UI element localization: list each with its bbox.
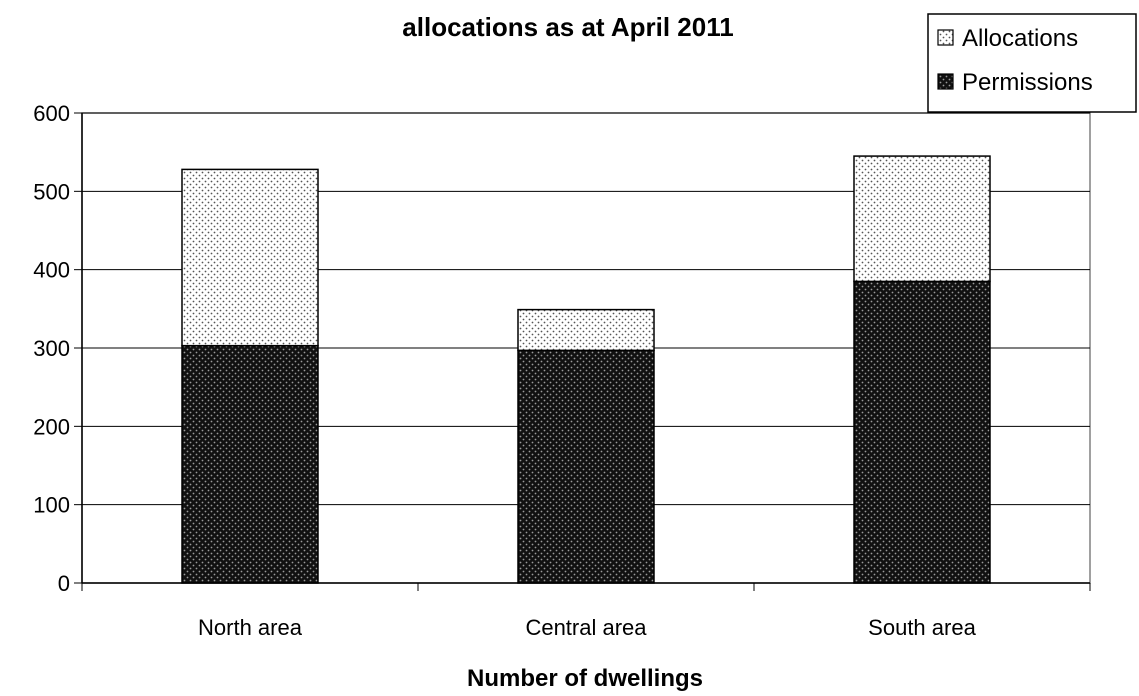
bar-allocations-1: [181, 168, 319, 347]
x-tick-label: South area: [868, 615, 976, 640]
legend-swatch-permissions: [937, 73, 954, 90]
bar-permissions-1: [181, 344, 319, 584]
y-tick-label: 200: [33, 414, 70, 439]
legend-label-permissions: Permissions: [962, 69, 1093, 96]
chart-title: allocations as at April 2011: [402, 12, 733, 42]
legend-swatch-allocations: [937, 29, 954, 46]
y-tick-label: 0: [58, 571, 70, 596]
legend-label-allocations: Allocations: [962, 25, 1078, 52]
bar-allocations-3: [853, 155, 991, 283]
legend: Allocations Permissions: [927, 13, 1137, 113]
legend-box: [927, 13, 1137, 113]
plot-area: 0 100 200 300 400 500 600 North area Central are…: [33, 101, 1091, 640]
x-tick-label: North area: [198, 615, 303, 640]
x-tick-label: Central area: [525, 615, 647, 640]
y-tick-label: 300: [33, 336, 70, 361]
y-tick-label: 600: [33, 101, 70, 126]
bar-allocations-2: [517, 308, 655, 352]
y-tick-label: 400: [33, 258, 70, 283]
bar-permissions-3: [853, 280, 991, 584]
bar-permissions-2: [517, 349, 655, 584]
x-axis-label: Number of dwellings: [467, 665, 703, 692]
y-tick-label: 100: [33, 493, 70, 518]
y-tick-label: 500: [33, 179, 70, 204]
